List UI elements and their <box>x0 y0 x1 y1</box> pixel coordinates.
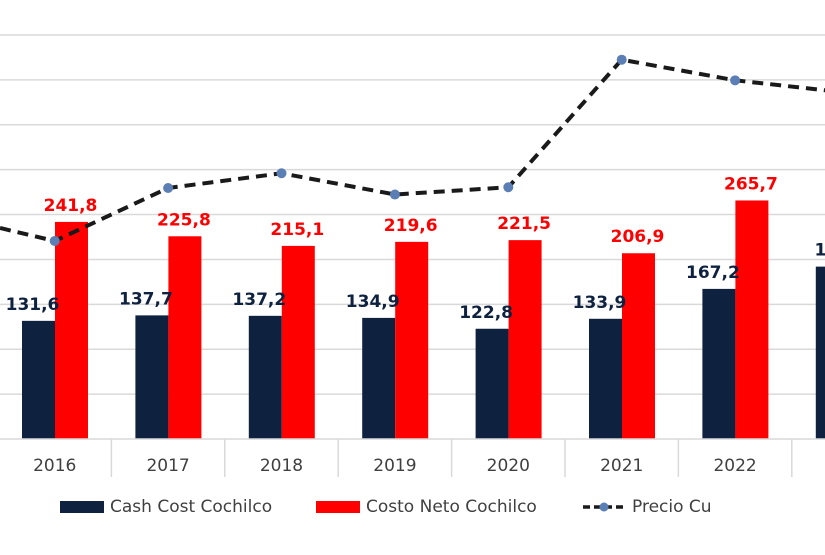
precio-cu-line <box>0 57 825 244</box>
label-costo-neto-2017: 225,8 <box>157 210 211 230</box>
label-cash-cost-2017: 137,7 <box>119 289 173 309</box>
label-costo-neto-2021: 206,9 <box>611 227 665 247</box>
bar-costo-neto-2017 <box>168 236 202 439</box>
bar-costo-neto-2016 <box>55 221 88 439</box>
bars-group <box>22 200 825 439</box>
x-axis: 20162017201820192020202120222 <box>0 438 825 477</box>
label-costo-neto-2018: 215,1 <box>270 220 324 240</box>
label-costo-neto-2019: 219,6 <box>384 216 438 236</box>
bar-costo-neto-2019 <box>395 241 429 439</box>
label-cash-cost-2021: 133,9 <box>573 293 627 313</box>
legend-label-cash-cost: Cash Cost Cochilco <box>110 497 273 517</box>
legend-item-cash-cost: Cash Cost Cochilco <box>60 492 272 522</box>
x-tick-label-2019: 2019 <box>373 456 416 476</box>
precio-cu-point-2017 <box>163 182 174 193</box>
price-line-group <box>0 54 825 246</box>
legend-item-costo-neto: Costo Neto Cochilco <box>316 492 537 522</box>
precio-cu-point-2019 <box>389 189 400 200</box>
bar-cash-cost-2016 <box>22 320 55 439</box>
legend-label-precio-cu: Precio Cu <box>632 497 712 517</box>
bar-cash-cost-2023 <box>815 266 825 439</box>
x-tick-label-2021: 2021 <box>600 456 643 476</box>
label-cash-cost-2019: 134,9 <box>346 292 400 312</box>
x-tick-label-2016: 2016 <box>33 456 76 476</box>
label-costo-neto-2020: 221,5 <box>497 214 551 234</box>
legend: Cash Cost Cochilco Costo Neto Cochilco P… <box>0 492 825 522</box>
bar-costo-neto-2020 <box>508 240 542 439</box>
legend-item-precio-cu: Precio Cu <box>582 492 712 522</box>
label-cash-cost-2018: 137,2 <box>232 290 286 310</box>
bar-costo-neto-2022 <box>735 200 769 439</box>
label-costo-neto-2022: 265,7 <box>724 174 778 194</box>
bar-costo-neto-2018 <box>281 245 315 439</box>
bar-cash-cost-2021 <box>589 318 622 439</box>
precio-cu-point-2018 <box>276 168 287 179</box>
bar-cash-cost-2017 <box>135 315 169 439</box>
data-labels-group: 131,6 241,8 137,7 225,8 137,2 215,1 134,9 219,6… <box>6 174 825 322</box>
bar-cash-cost-2020 <box>475 328 509 439</box>
legend-swatch-costo-neto <box>316 501 360 513</box>
x-tick-label-2018: 2018 <box>260 456 303 476</box>
precio-cu-point-2022 <box>730 75 741 86</box>
label-cash-cost-2022: 167,2 <box>686 263 740 283</box>
legend-swatch-precio-cu <box>583 502 625 512</box>
precio-cu-point-2016 <box>49 235 60 246</box>
legend-swatch-cash-cost <box>60 501 104 513</box>
precio-cu-point-2020 <box>503 182 514 193</box>
bar-cash-cost-2019 <box>362 317 396 439</box>
chart-canvas: 131,6 241,8 137,7 225,8 137,2 215,1 134,9 219,6… <box>0 34 825 477</box>
label-cash-cost-2020: 122,8 <box>459 303 513 323</box>
precio-cu-point-2021 <box>616 54 627 65</box>
x-tick-label-2022: 2022 <box>713 456 756 476</box>
x-tick-label-2020: 2020 <box>487 456 530 476</box>
bar-cash-cost-2022 <box>702 288 736 439</box>
label-cash-cost-2016: 131,6 <box>6 295 60 315</box>
label-costo-neto-2016: 241,8 <box>44 196 98 216</box>
bar-cash-cost-2018 <box>248 315 282 439</box>
legend-label-costo-neto: Costo Neto Cochilco <box>366 497 537 517</box>
bar-costo-neto-2021 <box>622 253 655 439</box>
x-tick-label-2017: 2017 <box>146 456 189 476</box>
label-cash-cost-2023: 19 <box>814 241 825 261</box>
